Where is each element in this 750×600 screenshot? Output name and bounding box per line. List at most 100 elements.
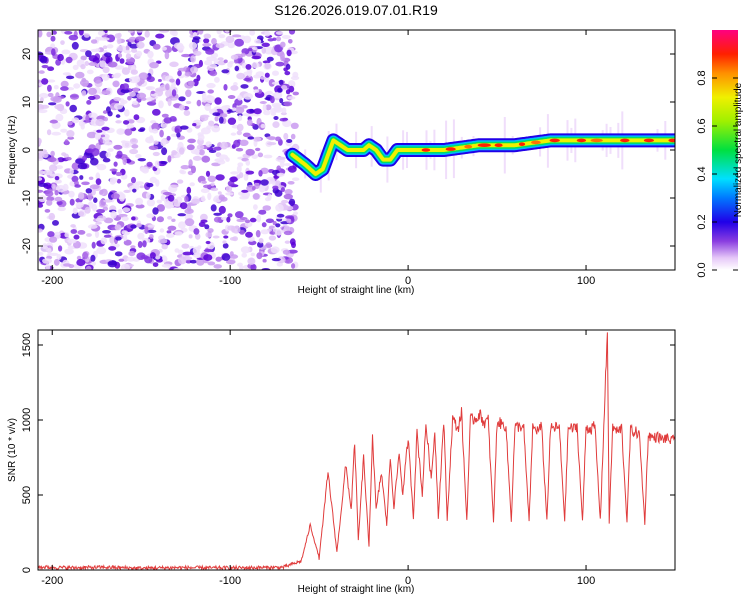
noise-speckle [171,89,177,97]
noise-speckle [284,189,293,195]
noise-speckle [234,38,245,47]
noise-speckle [281,199,289,204]
noise-speckle [213,146,222,151]
noise-speckle [157,79,162,82]
noise-speckle [56,254,62,260]
noise-speckle [210,187,219,192]
noise-speckle [94,230,100,238]
noise-speckle [256,252,263,260]
noise-speckle [46,196,55,201]
noise-speckle [240,84,249,89]
noise-speckle [246,119,253,126]
noise-speckle [79,79,90,87]
noise-speckle [162,191,172,196]
noise-speckle [54,179,63,184]
noise-speckle [247,136,255,140]
noise-speckle [188,42,198,50]
noise-speckle [95,119,105,127]
noise-speckle [215,174,225,181]
noise-speckle [252,193,260,200]
ridge-peak [620,138,630,143]
noise-speckle [211,38,217,45]
noise-speckle [281,35,291,39]
noise-speckle [82,155,87,161]
noise-speckle [211,125,221,133]
noise-speckle [210,182,215,187]
noise-speckle [71,162,80,170]
noise-speckle [135,154,142,159]
noise-speckle [151,128,159,134]
noise-speckle [249,30,256,36]
noise-speckle [109,168,118,172]
noise-speckle [272,121,280,128]
noise-speckle [78,30,84,36]
noise-speckle [285,89,291,95]
noise-speckle [75,202,84,208]
noise-speckle [184,71,192,77]
noise-speckle [167,216,173,220]
noise-speckle [240,52,246,57]
noise-speckle [130,245,136,249]
colorbar-tick-label: 0.2 [696,214,708,229]
noise-speckle [155,179,160,187]
noise-speckle [131,144,139,149]
noise-speckle [45,263,51,270]
noise-speckle [204,224,210,230]
noise-speckle [38,182,49,187]
noise-speckle [264,62,271,70]
noise-speckle [124,109,130,117]
noise-speckle [136,252,146,260]
noise-speckle [113,161,118,167]
noise-speckle [102,110,108,114]
noise-speckle [205,240,211,245]
noise-speckle [279,117,288,122]
noise-speckle [180,125,189,130]
noise-speckle [128,250,136,257]
noise-speckle [260,123,266,129]
noise-speckle [253,204,258,211]
noise-speckle [126,256,136,262]
noise-speckle [146,199,156,207]
noise-speckle [69,168,74,175]
noise-speckle [286,218,292,224]
noise-speckle [288,198,296,206]
noise-speckle [231,225,235,233]
noise-speckle [96,163,107,171]
noise-speckle [192,30,198,33]
noise-speckle [253,179,262,183]
noise-speckle [106,44,114,49]
noise-speckle [49,236,58,243]
noise-speckle [132,100,139,106]
noise-speckle [66,130,75,138]
noise-speckle [153,140,159,145]
noise-speckle [48,102,57,106]
noise-speckle [218,116,224,124]
noise-speckle [208,120,215,127]
noise-speckle [275,136,282,142]
noise-speckle [218,194,225,201]
noise-speckle [239,217,248,220]
noise-speckle [120,140,127,144]
noise-speckle [136,41,145,49]
noise-speckle [288,80,296,88]
noise-speckle [60,40,65,45]
colorbar-tick-label: 0.8 [696,70,708,85]
noise-speckle [213,212,222,216]
noise-speckle [243,35,252,44]
noise-speckle [111,74,117,78]
noise-speckle [83,33,90,38]
noise-speckle [149,252,156,259]
noise-speckle [41,78,49,85]
noise-speckle [127,119,135,124]
noise-speckle [258,238,264,244]
noise-speckle [167,225,177,231]
noise-speckle [38,189,44,193]
noise-speckle [230,132,237,136]
noise-speckle [119,58,125,64]
noise-speckle [255,147,261,152]
noise-speckle [231,34,242,38]
noise-speckle [283,132,289,140]
noise-speckle [148,145,159,151]
noise-speckle [42,258,52,264]
noise-speckle [119,194,125,202]
